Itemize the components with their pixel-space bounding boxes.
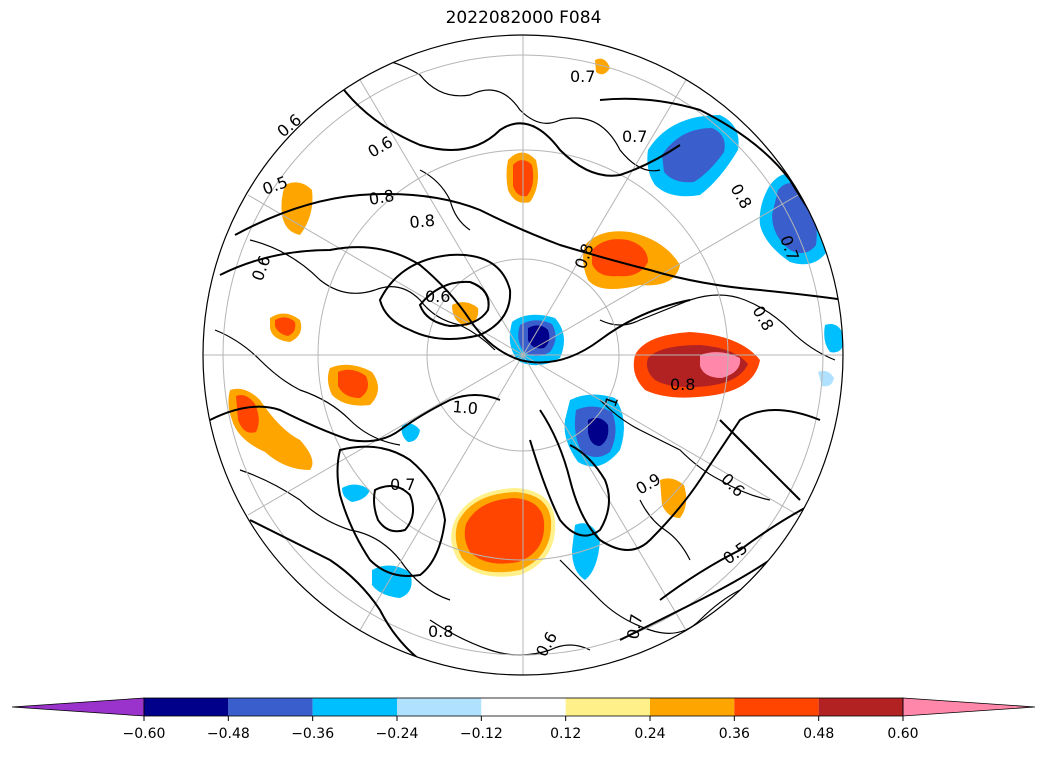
colorbar-tick-label: −0.36 bbox=[291, 726, 334, 742]
anomaly-region-positive bbox=[592, 239, 648, 277]
colorbar-tick-label: −0.24 bbox=[376, 726, 419, 742]
map-boundary bbox=[202, 34, 844, 676]
polar-map: 0.6 0.5 0.6 0.8 0.8 0.7 0.7 0.8 0.8 0.6 … bbox=[202, 34, 844, 676]
colorbar-tick-label: −0.60 bbox=[123, 726, 166, 742]
colorbar-swatch bbox=[397, 698, 482, 716]
colorbar-swatch bbox=[312, 698, 397, 716]
colorbar-swatch bbox=[11, 697, 145, 717]
anomaly-region-negative bbox=[572, 523, 600, 580]
anomaly-region-positive bbox=[338, 369, 368, 398]
anomaly-region-positive bbox=[464, 498, 545, 564]
contour-label: 0.8 bbox=[409, 211, 436, 232]
colorbar-outline bbox=[143, 697, 904, 717]
figure-title: 2022082000 F084 bbox=[445, 8, 602, 28]
anomaly-region-negative bbox=[588, 417, 609, 446]
contour-label: 0.6 bbox=[425, 287, 450, 306]
colorbar-ticks: −0.60 −0.48 −0.36 −0.24 −0.12 0.12 0.24 0.36 0.4… bbox=[123, 716, 919, 742]
colorbar-swatch bbox=[144, 698, 229, 716]
anomaly-region-positive bbox=[275, 317, 296, 336]
colorbar-swatch bbox=[481, 698, 566, 716]
colorbar-swatch bbox=[650, 698, 735, 716]
colorbar-swatch bbox=[902, 697, 1036, 717]
contour-label: 0.8 bbox=[670, 375, 695, 394]
anomaly-region-positive bbox=[595, 58, 610, 75]
colorbar: −0.60 −0.48 −0.36 −0.24 −0.12 0.12 0.24 0.36 0.4… bbox=[11, 697, 1036, 742]
colorbar-swatch bbox=[818, 698, 903, 716]
coastlines bbox=[214, 56, 836, 656]
colorbar-tick-label: −0.48 bbox=[207, 726, 250, 742]
contour-label: 0.7 bbox=[623, 612, 646, 640]
anomaly-region-negative bbox=[401, 423, 420, 442]
anomaly-region-negative bbox=[342, 484, 370, 502]
contour-label: 0.8 bbox=[367, 186, 395, 209]
contour-label: 0.8 bbox=[428, 622, 453, 641]
contour-label: 1.0 bbox=[452, 397, 479, 418]
colorbar-tick-label: 0.48 bbox=[803, 726, 834, 742]
colorbar-swatch bbox=[734, 698, 819, 716]
colorbar-tick-label: 0.36 bbox=[719, 726, 750, 742]
contour-label: 0.7 bbox=[570, 67, 595, 86]
contour-label: 0.7 bbox=[622, 127, 647, 146]
anomaly-region-positive bbox=[236, 395, 259, 433]
colorbar-swatches bbox=[11, 697, 1036, 717]
colorbar-swatch bbox=[565, 698, 650, 716]
anomaly-region-negative bbox=[372, 565, 412, 598]
colorbar-swatch bbox=[228, 698, 313, 716]
colorbar-tick-label: 0.24 bbox=[634, 726, 665, 742]
anomaly-region-positive bbox=[700, 352, 741, 378]
colorbar-tick-label: −0.12 bbox=[460, 726, 503, 742]
colorbar-tick-label: 0.60 bbox=[887, 726, 918, 742]
anomaly-region-negative bbox=[662, 128, 725, 183]
anomaly-region-negative bbox=[824, 324, 843, 353]
contour-lines bbox=[209, 69, 843, 661]
colorbar-tick-label: 0.12 bbox=[550, 726, 581, 742]
contour-label: 0.7 bbox=[390, 475, 415, 494]
